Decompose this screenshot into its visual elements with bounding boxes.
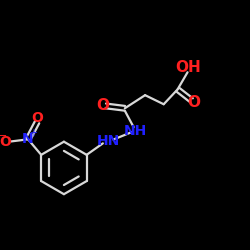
Text: N: N	[22, 132, 34, 146]
Text: −: −	[0, 131, 7, 141]
Text: O: O	[31, 111, 43, 125]
Text: HN: HN	[96, 134, 120, 148]
Text: +: +	[29, 128, 37, 138]
Text: OH: OH	[175, 60, 201, 75]
Text: O: O	[0, 135, 12, 149]
Text: NH: NH	[124, 124, 147, 138]
Text: O: O	[187, 95, 200, 110]
Text: O: O	[96, 98, 109, 114]
